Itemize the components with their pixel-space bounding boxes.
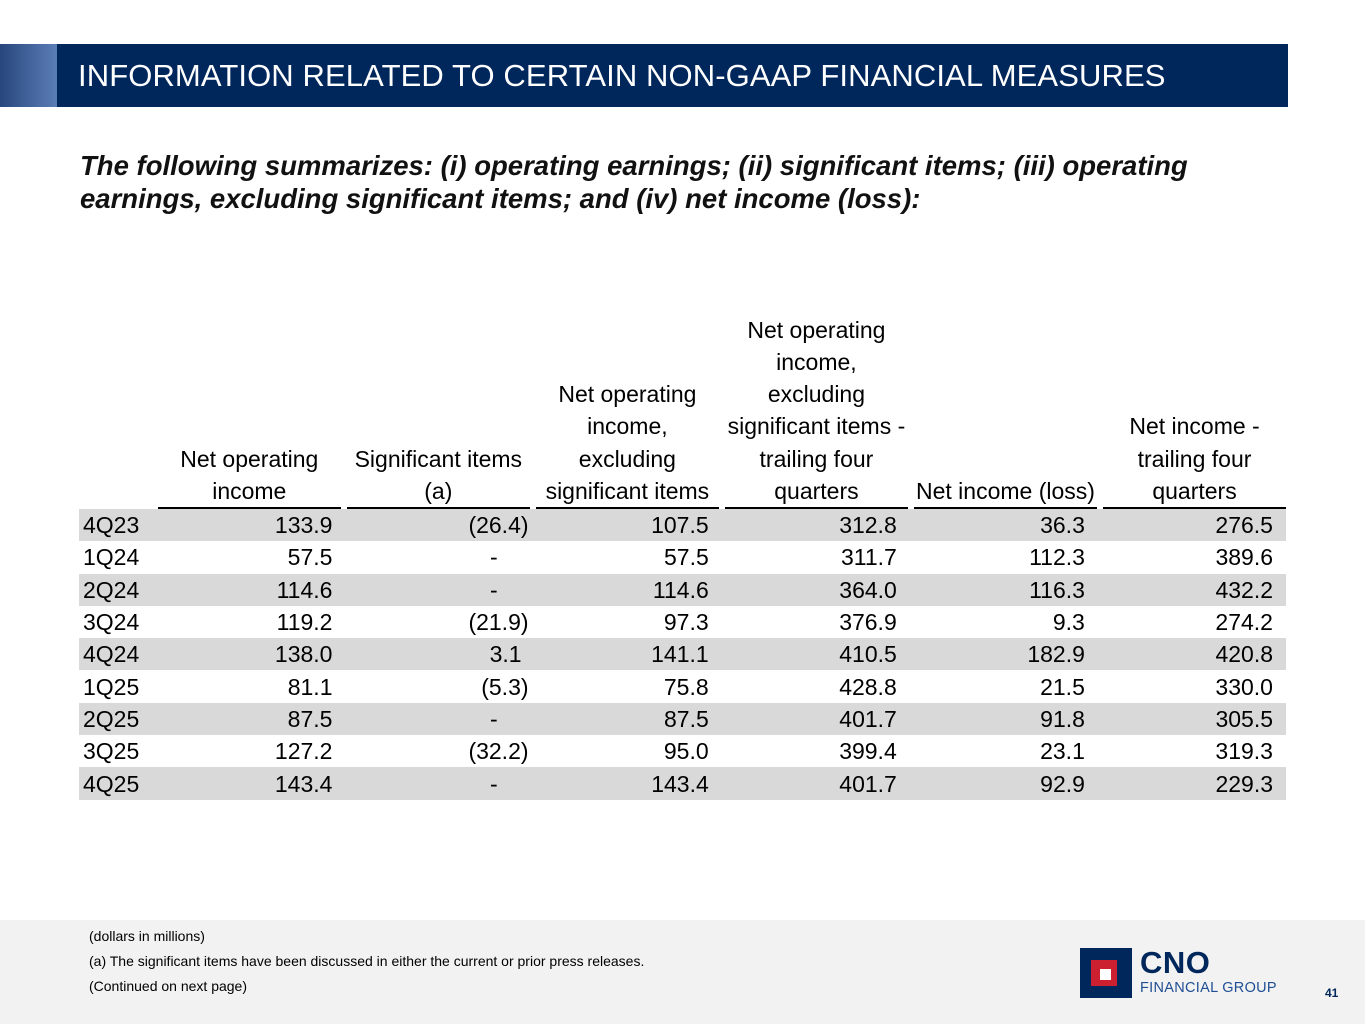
row-period: 4Q23: [83, 512, 140, 539]
cell-noi-excl-significant: 97.3: [663, 609, 709, 636]
cell-noi-excl-significant: 75.8: [663, 673, 709, 700]
row-period: 4Q24: [83, 641, 140, 668]
cell-noi-excl-trailing: 364.0: [839, 576, 897, 603]
cell-net-income-trailing: 274.2: [1215, 609, 1273, 636]
cell-net-operating-income: 57.5: [287, 544, 333, 571]
footnote-units: (dollars in millions): [89, 928, 205, 944]
header-significant-items: Significant items (a): [346, 443, 530, 509]
cell-noi-excl-significant: 114.6: [652, 576, 709, 603]
cell-net-income: 21.5: [1040, 673, 1085, 700]
cell-net-operating-income: 81.1: [287, 673, 333, 700]
cell-net-income-trailing: 319.3: [1215, 738, 1273, 765]
cell-net-operating-income: 138.0: [274, 641, 333, 668]
non-gaap-table: Net operating income Significant items (…: [79, 314, 1287, 800]
cell-noi-excl-significant: 57.5: [664, 544, 709, 571]
cell-net-income: 36.3: [1040, 512, 1085, 539]
cell-noi-excl-trailing: 311.7: [841, 544, 897, 571]
cell-net-income: 91.8: [1040, 705, 1085, 732]
cell-net-operating-income: 133.9: [274, 512, 333, 539]
table-body: 4Q23 133.9 (26.4) 107.5 312.8 36.3 276.5 1Q24 57…: [79, 509, 1286, 800]
cell-noi-excl-trailing: 401.7: [839, 705, 897, 732]
cell-net-income: 23.1: [1040, 738, 1085, 765]
row-period: 1Q24: [83, 544, 140, 571]
logo-name: CNO: [1140, 945, 1211, 980]
cell-net-operating-income: 87.5: [287, 705, 333, 732]
cell-noi-excl-trailing: 312.8: [839, 512, 897, 539]
cell-net-income-trailing: 432.2: [1215, 576, 1274, 603]
table-row: 4Q23 133.9 (26.4) 107.5 312.8 36.3 276.5: [79, 509, 1286, 542]
summary-subtitle: The following summarizes: (i) operating …: [80, 150, 1188, 214]
cell-significant-items: (26.4): [468, 512, 529, 539]
row-period: 2Q24: [83, 576, 140, 603]
cell-noi-excl-significant: 141.1: [651, 641, 709, 668]
page-number: 41: [1325, 986, 1339, 1000]
table-row: 1Q25 81.1 (5.3) 75.8 428.8 21.5 330.0: [79, 670, 1286, 702]
cell-net-income-trailing: 389.6: [1215, 544, 1274, 571]
cell-net-operating-income: 119.2: [276, 609, 333, 636]
header-net-income: Net income (loss): [913, 475, 1097, 509]
header-net-income-trailing: Net income - trailing four quarters: [1103, 410, 1287, 509]
cell-net-income-trailing: 330.0: [1215, 673, 1273, 700]
cell-significant-items: (32.2): [468, 738, 529, 765]
cell-significant-items: (5.3): [481, 673, 529, 700]
table-header-row: Net operating income Significant items (…: [79, 314, 1287, 509]
row-period: 4Q25: [83, 770, 140, 797]
table-row: 4Q24 138.0 3.1 141.1 410.5 182.9 420.8: [79, 638, 1286, 671]
footnote-continued: (Continued on next page): [89, 978, 247, 994]
cell-significant-items: 3.1: [489, 641, 522, 668]
cell-noi-excl-trailing: 410.5: [839, 641, 897, 668]
page-title: INFORMATION RELATED TO CERTAIN NON-GAAP …: [78, 57, 1166, 93]
logo-tagline: FINANCIAL GROUP: [1140, 980, 1277, 996]
cell-noi-excl-significant: 107.5: [651, 512, 709, 539]
cell-net-income: 9.3: [1052, 609, 1085, 636]
cno-logo: CNO FINANCIAL GROUP: [1080, 945, 1277, 998]
cell-net-income-trailing: 229.3: [1215, 770, 1274, 797]
cell-net-income: 112.3: [1029, 544, 1085, 571]
cell-net-income: 116.3: [1029, 576, 1085, 603]
table-row: 2Q24 114.6 - 114.6 364.0 116.3 432.2: [79, 573, 1286, 606]
table-row: 1Q24 57.5 - 57.5 311.7 112.3 389.6: [79, 541, 1286, 573]
table-row: 3Q24 119.2 (21.9) 97.3 376.9 9.3 274.2: [79, 606, 1286, 638]
cell-noi-excl-trailing: 428.8: [839, 673, 897, 700]
cell-significant-items: -: [490, 770, 498, 797]
table-row: 3Q25 127.2 (32.2) 95.0 399.4 23.1 319.3: [79, 735, 1286, 767]
footer-bar: (dollars in millions) (a) The significan…: [0, 920, 1365, 1024]
cell-net-operating-income: 127.2: [274, 738, 333, 765]
cell-net-income-trailing: 420.8: [1215, 641, 1274, 668]
header-noi-excl-significant: Net operating income, excluding signific…: [535, 378, 719, 509]
row-period: 1Q25: [83, 673, 140, 700]
header-net-operating-income: Net operating income: [157, 443, 341, 509]
cell-noi-excl-significant: 87.5: [664, 705, 709, 732]
table-row: 4Q25 143.4 - 143.4 401.7 92.9 229.3: [79, 767, 1286, 800]
cell-significant-items: -: [490, 705, 498, 732]
footnote-a: (a) The significant items have been disc…: [89, 953, 645, 969]
cell-noi-excl-trailing: 376.9: [839, 609, 897, 636]
row-period: 3Q25: [83, 738, 140, 765]
cell-net-income: 182.9: [1027, 641, 1085, 668]
row-period: 2Q25: [83, 705, 140, 732]
header-noi-excl-trailing: Net operating income, excluding signific…: [724, 314, 908, 509]
cell-significant-items: -: [490, 576, 498, 603]
cell-noi-excl-significant: 143.4: [651, 770, 709, 797]
cell-net-income: 92.9: [1040, 770, 1085, 797]
cell-noi-excl-trailing: 401.7: [839, 770, 897, 797]
cell-net-income-trailing: 305.5: [1215, 705, 1274, 732]
cell-significant-items: -: [490, 544, 498, 571]
cell-significant-items: (21.9): [468, 609, 529, 636]
cell-noi-excl-significant: 95.0: [663, 738, 709, 765]
row-period: 3Q24: [83, 609, 140, 636]
cell-noi-excl-trailing: 399.4: [839, 738, 897, 765]
cell-net-operating-income: 143.4: [274, 770, 333, 797]
table-row: 2Q25 87.5 - 87.5 401.7 91.8 305.5: [79, 702, 1286, 736]
banner-accent: [0, 44, 57, 107]
cno-logo-mark-icon: [1080, 948, 1132, 998]
title-banner: INFORMATION RELATED TO CERTAIN NON-GAAP …: [57, 44, 1288, 107]
cell-net-income-trailing: 276.5: [1215, 512, 1273, 539]
cell-net-operating-income: 114.6: [276, 576, 333, 603]
